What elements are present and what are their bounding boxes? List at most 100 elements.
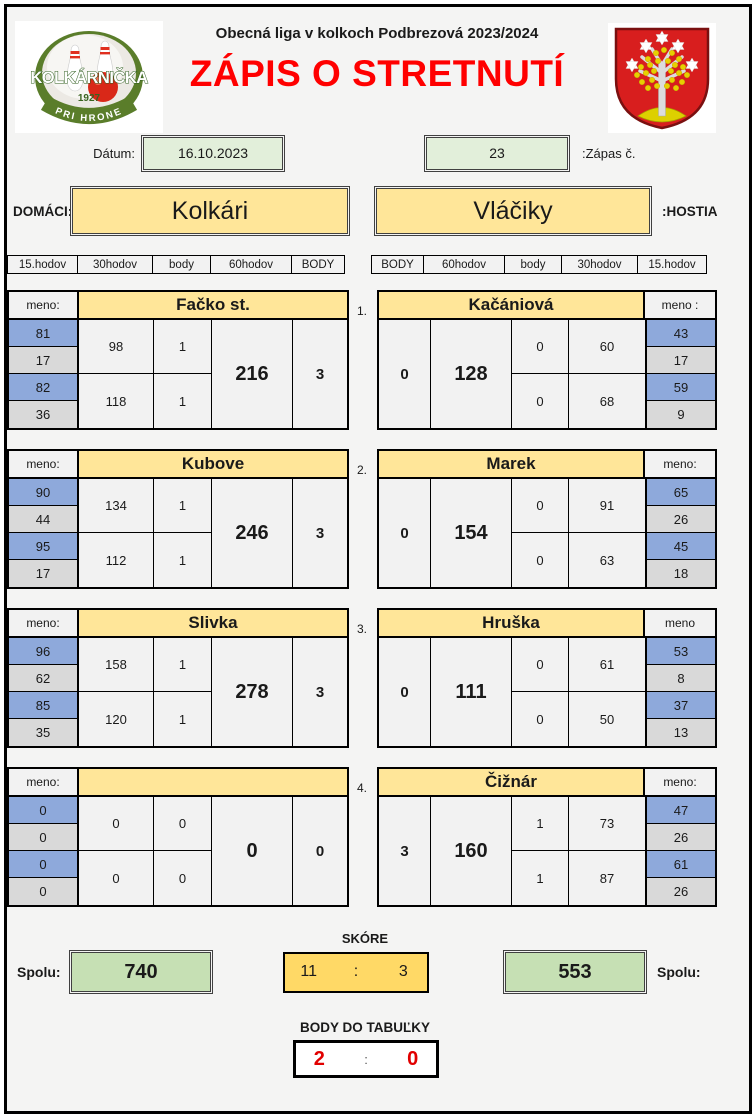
away-throws15-cell[interactable]: 26 [645,824,715,851]
round-index: 3. [357,622,368,636]
home-throws30-cell[interactable]: 134 [79,479,154,533]
away-body-cell[interactable]: 1 [512,797,569,851]
away-throws30-cell[interactable]: 68 [599,393,615,409]
home-throws15-cell[interactable]: 0 [9,851,79,878]
column-header: 60hodov [424,256,505,273]
page-title: ZÁPIS O STRETNUTÍ [189,53,565,94]
away-body-cell[interactable]: 1 [512,851,569,905]
away-body-cell[interactable]: 0 [512,638,569,692]
column-header: body [505,256,562,273]
round-row: meno: Kubove 90 44 95 17 134 112 1 1 246… [7,449,723,589]
home-throws15-cell[interactable]: 17 [9,347,79,374]
home-column-headers: 15.hodov 30hodov body 60hodov BODY [7,255,345,274]
home-body-cell[interactable]: 1 [154,638,212,692]
away-player-name-field[interactable]: Hruška [379,610,645,638]
away-throws15-cell[interactable]: 9 [645,401,715,428]
away-meno-label: meno [645,610,715,638]
home-body-cell[interactable]: 1 [154,374,212,428]
home-throws30-cell[interactable]: 158 [79,638,154,692]
home-player-block: meno: Kubove 90 44 95 17 134 112 1 1 246… [7,449,349,589]
away-team-name-field[interactable]: Vláčiky [374,186,652,236]
away-throws15-cell[interactable]: 17 [645,347,715,374]
away-throws15-cell[interactable]: 18 [645,560,715,587]
home-player-name-field[interactable] [79,769,347,797]
home-throws15-cell[interactable]: 44 [9,506,79,533]
home-throws30-cell[interactable]: 118 [79,374,154,428]
home-throws15-cell[interactable]: 62 [9,665,79,692]
club-logo: KOLKÁRNIČKA 1927 PRI HRONE [15,21,163,133]
home-throws15-cell[interactable]: 0 [9,824,79,851]
home-throws15-cell[interactable]: 0 [9,797,79,824]
home-throws15-cell[interactable]: 0 [9,878,79,905]
home-body-cell[interactable]: 0 [154,851,212,905]
home-throws30-cell[interactable]: 0 [79,851,154,905]
home-throws30-cell[interactable]: 120 [79,692,154,746]
away-throws30-cell[interactable]: 50 [599,711,615,727]
round-index: 2. [357,463,368,477]
away-throws15-cell[interactable]: 45 [645,533,715,560]
away-points-cell: 0 [379,479,431,587]
home-team-name-field[interactable]: Kolkári [70,186,350,236]
away-throws30-cell[interactable]: 91 [569,479,645,533]
away-throws30-cell[interactable]: 61 [569,638,645,692]
home-throws15-cell[interactable]: 95 [9,533,79,560]
home-throws30-cell[interactable]: 112 [79,533,154,587]
home-player-name-field[interactable]: Slivka [79,610,347,638]
home-player-name-field[interactable]: Kubove [79,451,347,479]
home-throws15-cell[interactable]: 90 [9,479,79,506]
home-body-cell[interactable]: 1 [154,533,212,587]
away-player-name-field[interactable]: Marek [379,451,645,479]
away-throws15-cell[interactable]: 65 [645,479,715,506]
away-body-cell[interactable]: 0 [512,692,569,746]
away-throws15-cell[interactable]: 47 [645,797,715,824]
date-field[interactable]: 16.10.2023 [141,134,285,172]
away-throws15-cell[interactable]: 53 [645,638,715,665]
home-throws15-cell[interactable]: 36 [9,401,79,428]
home-throws15-cell[interactable]: 85 [9,692,79,719]
away-player-name-field[interactable]: Kačániová [379,292,645,320]
away-throws30-cell[interactable]: 87 [599,870,615,886]
home-meno-label: meno: [9,610,79,638]
home-throws15-cell[interactable]: 35 [9,719,79,746]
away-throws30-cell[interactable]: 73 [569,797,645,851]
home-body-cell[interactable]: 1 [154,320,212,374]
away-column-headers: BODY 60hodov body 30hodov 15.hodov [371,255,707,274]
away-meno-label: meno : [645,292,715,320]
score-away: 3 [398,963,408,980]
home-throws15-cell[interactable]: 82 [9,374,79,401]
away-throws30-cell[interactable]: 60 [569,320,645,374]
rounds-section: meno: Fačko st. 81 17 82 36 98 118 1 1 2… [7,290,723,907]
away-throws15-cell[interactable]: 8 [645,665,715,692]
away-throws15-cell[interactable]: 43 [645,320,715,347]
away-throws15-cell[interactable]: 37 [645,692,715,719]
home-body-cell[interactable]: 1 [154,692,212,746]
away-body-cell[interactable]: 0 [512,320,569,374]
away-body-cell[interactable]: 0 [512,533,569,587]
away-player-name-field[interactable]: Čižnár [379,769,645,797]
match-number-field[interactable]: 23 [424,134,570,172]
away-throws30-cell[interactable]: 63 [599,552,615,568]
column-headers: 15.hodov 30hodov body 60hodov BODY BODY … [7,255,723,274]
club-name: KOLKÁRNIČKA [30,68,148,87]
away-body-cell[interactable]: 0 [512,374,569,428]
home-body-cell[interactable]: 1 [154,479,212,533]
home-throws15-cell[interactable]: 17 [9,560,79,587]
home-throws15-cell[interactable]: 81 [9,320,79,347]
away-throws15-cell[interactable]: 26 [645,878,715,905]
away-team-label: :HOSTIA [662,203,718,219]
home-meno-label: meno: [9,292,79,320]
away-throws15-cell[interactable]: 61 [645,851,715,878]
home-body-cell[interactable]: 0 [154,797,212,851]
home-points-cell: 3 [315,365,325,383]
home-throws15-cell[interactable]: 96 [9,638,79,665]
column-header: 15.hodov [8,256,78,273]
home-throws30-cell[interactable]: 98 [79,320,154,374]
score-separator: : [353,963,359,980]
home-points-cell: 0 [315,842,325,860]
home-throws30-cell[interactable]: 0 [79,797,154,851]
away-throws15-cell[interactable]: 59 [645,374,715,401]
home-player-name-field[interactable]: Fačko st. [79,292,347,320]
away-throws15-cell[interactable]: 26 [645,506,715,533]
away-body-cell[interactable]: 0 [512,479,569,533]
away-throws15-cell[interactable]: 13 [645,719,715,746]
